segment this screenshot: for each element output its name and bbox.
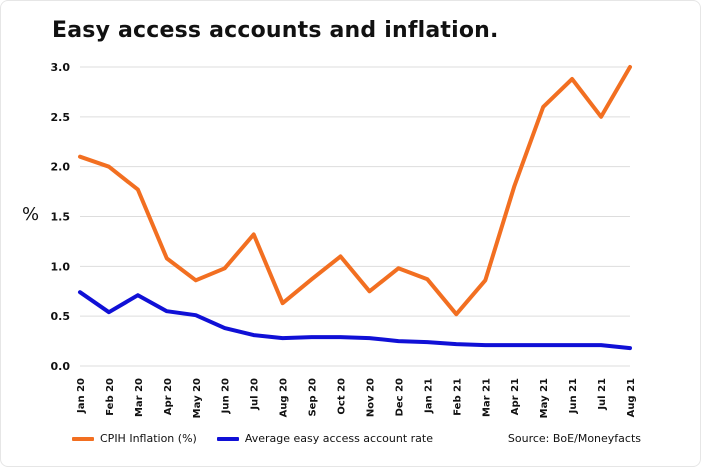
y-tick-label: 3.0 [51, 61, 71, 74]
y-tick-label: 2.0 [51, 161, 71, 174]
y-tick-label: 1.5 [51, 211, 71, 224]
y-tick-labels: 0.0 0.5 1.0 1.5 2.0 2.5 3.0 [51, 61, 71, 373]
legend-item-cpih: CPIH Inflation (%) [72, 432, 197, 445]
easy-access-rate-line [78, 290, 632, 351]
y-tick-label: 1.0 [51, 260, 71, 273]
x-tick-label: Mar 20 [134, 378, 145, 417]
x-tick-label: Dec 20 [394, 378, 405, 416]
y-tick-label: 2.5 [51, 111, 71, 124]
x-tick-label: Jan 21 [423, 378, 434, 414]
x-tick-label: Jan 20 [76, 378, 87, 414]
legend: CPIH Inflation (%) Average easy access a… [72, 432, 433, 445]
x-tick-label: Jun 21 [568, 378, 579, 414]
x-tick-label: Sep 20 [308, 378, 319, 417]
gridlines [80, 66, 630, 367]
x-tick-label: Nov 20 [365, 378, 376, 417]
x-tick-label: Oct 20 [337, 378, 348, 415]
x-tick-label: Jul 20 [250, 378, 261, 411]
legend-swatch-easy-access [216, 436, 239, 441]
x-tick-label: Mar 21 [481, 378, 492, 417]
x-tick-label: Jul 21 [597, 378, 608, 411]
x-tick-label: Feb 21 [452, 378, 463, 416]
x-tick-label: Aug 20 [279, 378, 290, 417]
chart-title: Easy access accounts and inflation. [52, 18, 499, 43]
y-tick-label: 0.0 [51, 360, 71, 373]
legend-swatch-cpih [72, 436, 94, 441]
x-tick-labels: Jan 20 Feb 20 Mar 20 Apr 20 May 20 Jun 20 Jul … [76, 378, 637, 418]
cpih-inflation-line [78, 65, 632, 317]
series-lines [78, 65, 632, 351]
y-axis-label: % [22, 204, 40, 225]
x-tick-label: May 20 [192, 378, 203, 418]
x-tick-label: Apr 21 [510, 378, 521, 415]
y-tick-label: 0.5 [51, 310, 71, 323]
x-tick-label: May 21 [539, 378, 550, 418]
source-note: Source: BoE/Moneyfacts [507, 432, 641, 445]
x-tick-label: Feb 20 [105, 378, 116, 416]
legend-label-easy-access: Average easy access account rate [244, 432, 433, 445]
legend-item-easy-access: Average easy access account rate [216, 432, 433, 445]
x-tick-label: Apr 20 [163, 378, 174, 415]
x-tick-label: Aug 21 [626, 378, 637, 417]
legend-label-cpih: CPIH Inflation (%) [100, 432, 197, 445]
x-tick-label: Jun 20 [221, 378, 232, 414]
